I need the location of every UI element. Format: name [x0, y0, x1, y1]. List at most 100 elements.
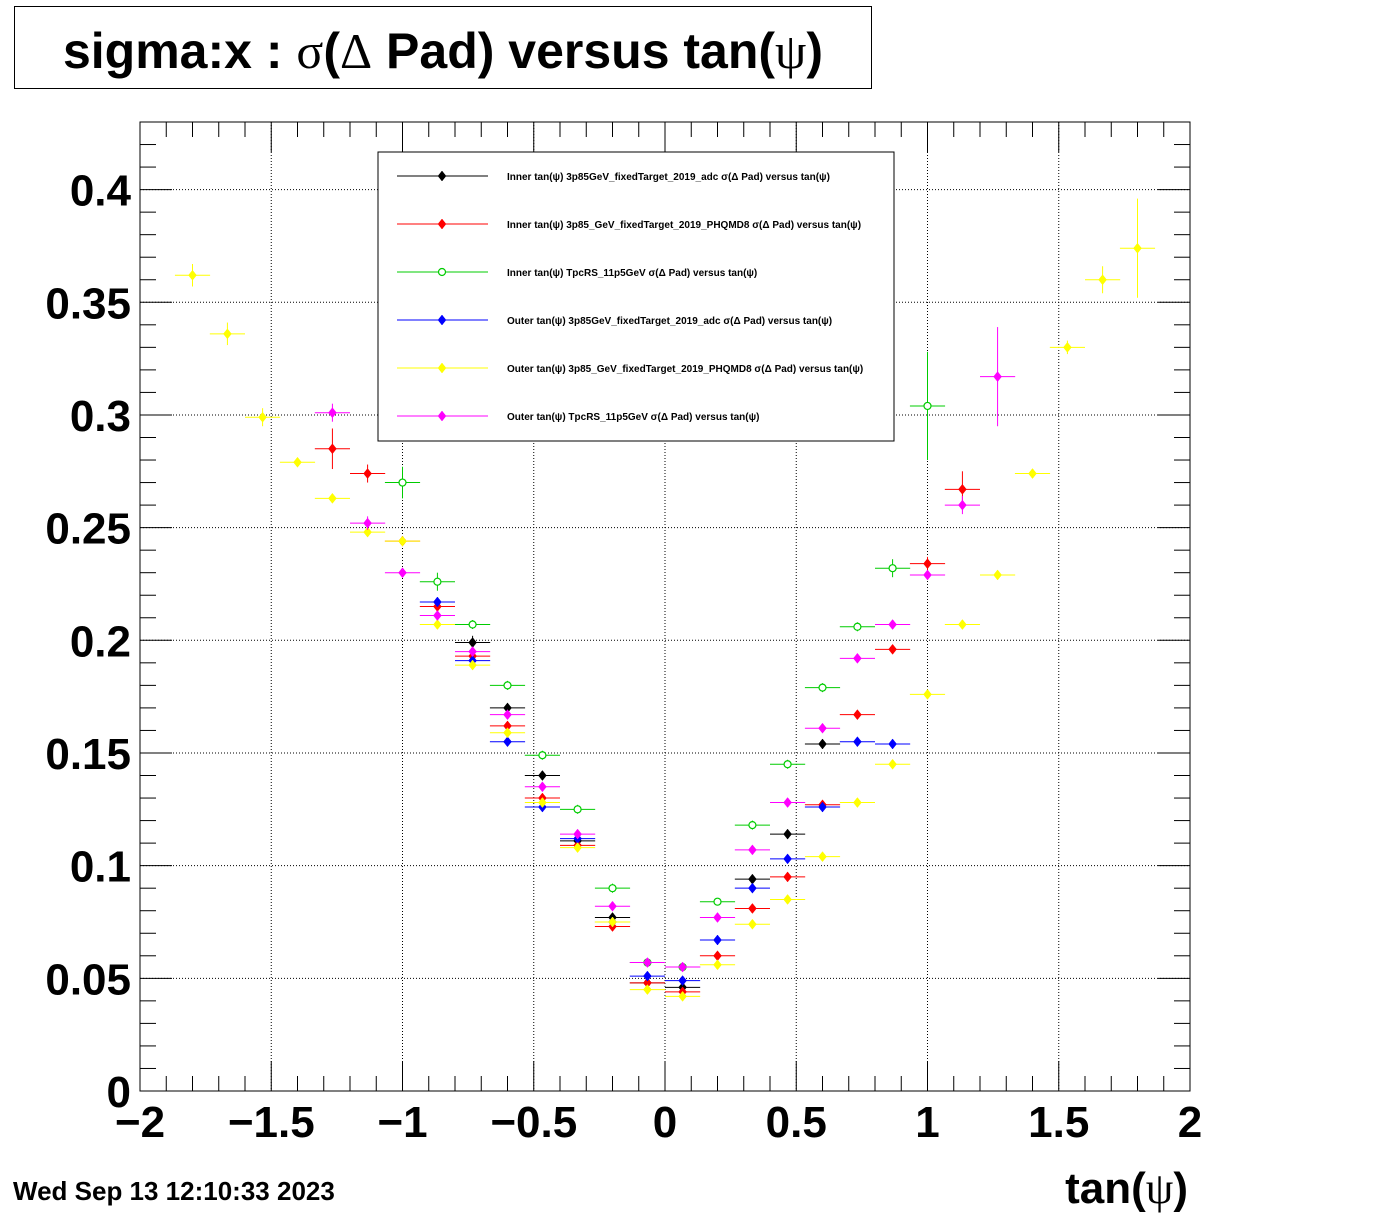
- data-point: [958, 499, 967, 511]
- data-point: [713, 897, 722, 906]
- data-point: [853, 736, 862, 748]
- legend-label: Inner tan(ψ) TpcRS_11p5GeV σ(Δ Pad) vers…: [507, 268, 757, 279]
- data-point: [433, 619, 442, 630]
- title-prefix: sigma:x :: [62, 23, 297, 79]
- y-tick-label: 0: [107, 1068, 131, 1117]
- legend-marker: [437, 410, 447, 422]
- data-point: [783, 760, 792, 769]
- data-point: [643, 970, 652, 982]
- data-point: [223, 328, 232, 340]
- x-tick-label: −2: [115, 1098, 165, 1147]
- y-tick-label: 0.25: [45, 505, 131, 554]
- data-point: [783, 828, 792, 840]
- data-point: [363, 468, 372, 479]
- x-tick-label: −1: [377, 1098, 427, 1147]
- data-point: [468, 646, 477, 657]
- title-close-paren: ): [806, 23, 824, 79]
- data-point: [853, 652, 862, 664]
- legend-label: Outer tan(ψ) 3p85GeV_fixedTarget_2019_ad…: [507, 316, 832, 327]
- data-point: [818, 801, 827, 813]
- data-point: [888, 758, 897, 770]
- data-point: [433, 610, 442, 621]
- legend-marker: [437, 218, 447, 230]
- y-tick-label: 0.1: [70, 843, 131, 892]
- data-point: [783, 894, 792, 905]
- data-point: [503, 681, 512, 690]
- x-axis-title-text: tan(: [1065, 1164, 1146, 1213]
- data-point: [783, 797, 792, 808]
- data-point: [573, 828, 582, 840]
- data-point: [923, 558, 932, 570]
- title-open-paren: (: [323, 23, 340, 79]
- data-point: [888, 564, 897, 573]
- chart-title: sigma:x : σ(Δ Pad) versus tan(ψ): [15, 21, 871, 81]
- x-tick-label: 1: [915, 1098, 939, 1147]
- data-point: [328, 492, 337, 504]
- y-tick-label: 0.05: [45, 955, 131, 1004]
- x-axis-title: tan(ψ): [1065, 1164, 1188, 1213]
- data-point: [468, 620, 477, 629]
- legend-marker: [437, 267, 447, 277]
- data-point: [818, 683, 827, 692]
- data-point: [1028, 468, 1037, 479]
- title-middle-text: Pad) versus tan(: [372, 23, 776, 79]
- series-1: [455, 635, 841, 993]
- legend-label: Outer tan(ψ) 3p85_GeV_fixedTarget_2019_P…: [507, 364, 863, 375]
- x-tick-label: −1.5: [228, 1098, 315, 1147]
- data-point: [363, 526, 372, 538]
- data-point: [818, 851, 827, 863]
- data-point: [643, 957, 652, 968]
- y-tick-label: 0.4: [70, 167, 132, 216]
- datestamp: Wed Sep 13 12:10:33 2023: [13, 1176, 335, 1206]
- data-point: [328, 407, 337, 419]
- data-point: [888, 619, 897, 630]
- data-point: [503, 736, 512, 748]
- title-sigma-symbol: σ: [296, 23, 324, 79]
- legend-label: Inner tan(ψ) 3p85_GeV_fixedTarget_2019_P…: [507, 220, 861, 231]
- data-point: [468, 659, 477, 671]
- data-point: [748, 918, 757, 930]
- data-point: [678, 961, 687, 973]
- y-tick-label: 0.35: [45, 279, 131, 328]
- y-tick-label: 0.2: [70, 617, 131, 666]
- data-point: [608, 900, 617, 912]
- data-point: [748, 903, 757, 914]
- x-tick-label: −0.5: [490, 1098, 577, 1147]
- data-point: [748, 882, 757, 894]
- x-tick-label: 2: [1178, 1098, 1202, 1147]
- data-point: [748, 873, 757, 885]
- title-psi-symbol: ψ: [775, 23, 807, 79]
- series-3: [384, 351, 946, 972]
- data-point: [503, 709, 512, 721]
- data-point: [958, 619, 967, 630]
- x-tick-label: 1.5: [1028, 1098, 1089, 1147]
- data-point: [573, 842, 582, 854]
- data-point: [923, 569, 932, 581]
- data-point: [678, 975, 687, 986]
- data-point: [538, 797, 547, 808]
- data-point: [713, 912, 722, 923]
- axis-ticks: [139, 121, 1191, 1092]
- legend-marker: [437, 170, 447, 182]
- legend-marker: [437, 362, 447, 374]
- data-point: [188, 269, 197, 281]
- x-axis-title-close: ): [1173, 1164, 1188, 1213]
- legend: Inner tan(ψ) 3p85GeV_fixedTarget_2019_ad…: [377, 151, 895, 442]
- data-point: [713, 950, 722, 962]
- data-point: [468, 637, 477, 648]
- data-point: [433, 596, 442, 608]
- data-point: [1063, 341, 1072, 353]
- data-point: [398, 567, 407, 579]
- data-point: [258, 411, 267, 423]
- data-point: [573, 805, 582, 814]
- data-point: [853, 622, 862, 631]
- data-point: [1133, 242, 1142, 254]
- data-point: [783, 853, 792, 865]
- series-5: [174, 198, 1156, 1002]
- series-6: [314, 327, 1016, 973]
- series-2: [314, 428, 980, 998]
- legend-marker: [437, 314, 447, 326]
- data-point: [398, 478, 407, 487]
- data-point: [363, 517, 372, 529]
